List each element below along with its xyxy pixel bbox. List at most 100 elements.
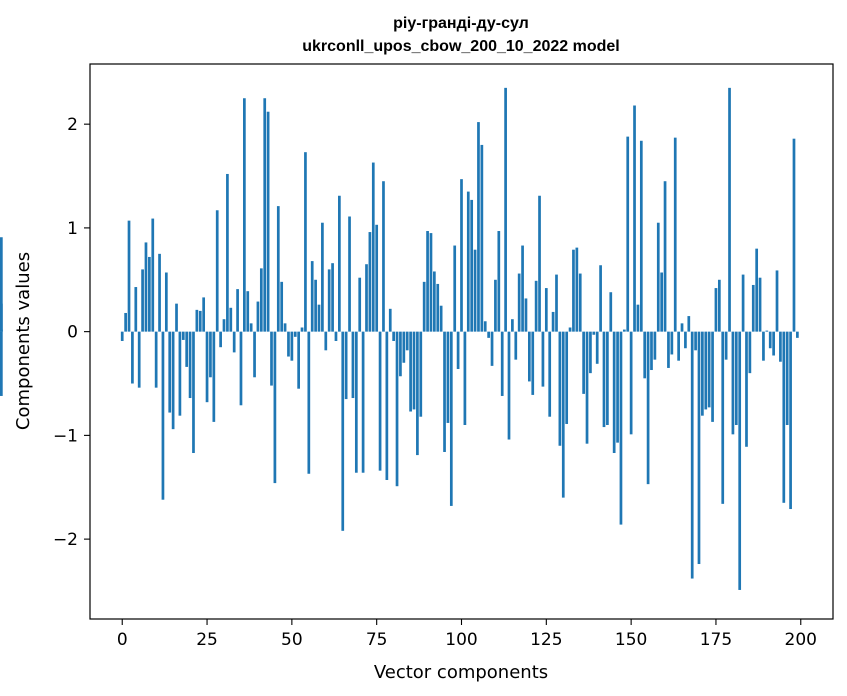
bar-67 (348, 216, 351, 332)
bar-39 (253, 331, 256, 378)
bar-199 (796, 331, 799, 338)
bar-3 (131, 331, 134, 384)
bar-158 (656, 222, 660, 332)
bar-69 (354, 331, 358, 473)
bar-99 (456, 331, 460, 369)
bar-49 (287, 331, 290, 357)
bar-182 (738, 331, 742, 590)
x-tick-label: 50 (281, 630, 303, 650)
bar-37 (246, 291, 250, 332)
bar-184 (745, 331, 748, 447)
x-axis-label: Vector components (374, 662, 548, 683)
bar-181 (734, 331, 738, 425)
bar-143 (606, 331, 609, 425)
bar-76 (378, 331, 382, 471)
bar-100 (460, 179, 463, 332)
bar-6 (141, 269, 144, 332)
bar-51 (293, 331, 297, 337)
bar-80 (392, 331, 395, 341)
bar-156 (650, 331, 653, 371)
bar-106 (480, 144, 484, 332)
bar-173 (707, 331, 711, 408)
y-tick-label: −2 (53, 530, 78, 550)
bar-43 (266, 111, 270, 332)
bar-15 (171, 331, 175, 430)
x-axis-ticks: 0 25 50 75 100 125 150 175 200 (117, 619, 817, 650)
bar-175 (714, 288, 718, 332)
bar-26 (209, 331, 212, 378)
bar-40 (256, 301, 260, 332)
bar-123 (538, 195, 541, 332)
x-tick-label: 175 (700, 630, 732, 650)
bar-30 (222, 319, 226, 332)
bar-31 (226, 173, 229, 332)
bar-85 (409, 331, 412, 412)
bar-174 (711, 331, 714, 422)
bar-undefined (0, 237, 3, 332)
bar-4 (134, 287, 138, 332)
x-tick-label: 125 (530, 630, 562, 650)
bar-198 (792, 138, 796, 332)
bar-149 (626, 136, 630, 332)
bar-52 (297, 331, 300, 389)
bar-133 (572, 249, 575, 332)
bar-64 (338, 195, 341, 332)
bar-24 (202, 297, 206, 332)
bar-176 (717, 279, 721, 332)
bar-180 (731, 331, 735, 435)
bar-83 (402, 331, 406, 363)
bar-27 (212, 331, 216, 422)
bar-90 (426, 231, 429, 332)
bar-163 (673, 137, 677, 332)
bar-108 (487, 331, 490, 338)
bar-88 (419, 331, 423, 417)
bar-168 (690, 331, 694, 579)
bar-38 (249, 323, 253, 332)
bar-144 (609, 292, 613, 332)
bar-159 (660, 272, 664, 332)
bar-79 (388, 308, 392, 332)
bar-136 (582, 331, 585, 394)
bar-120 (528, 331, 531, 382)
bar-167 (687, 316, 691, 332)
bar-77 (382, 181, 385, 332)
bar-103 (470, 199, 474, 332)
bar-197 (789, 331, 792, 510)
bar-116 (514, 331, 518, 360)
bar-42 (263, 98, 267, 332)
bar-71 (361, 331, 365, 473)
bar-118 (521, 245, 524, 332)
bar-164 (677, 331, 680, 361)
bar-48 (283, 323, 287, 332)
chart-title-line-2: ukrconll_upos_cbow_200_10_2022 model (302, 38, 619, 55)
bar-5 (137, 331, 141, 388)
x-tick-label: 200 (785, 630, 817, 650)
bar-20 (188, 331, 192, 399)
bar-187 (755, 248, 759, 332)
bar-122 (534, 280, 538, 332)
bar-107 (483, 321, 487, 332)
bar-137 (585, 331, 589, 444)
bar-87 (416, 331, 419, 456)
bar-undefined (0, 331, 3, 396)
bar-186 (751, 284, 755, 332)
bar-81 (395, 331, 399, 487)
bar-56 (310, 261, 314, 332)
bar-44 (270, 331, 273, 386)
bar-35 (239, 331, 243, 406)
bar-25 (205, 331, 209, 403)
bar-55 (307, 331, 311, 474)
bar-60 (324, 331, 328, 351)
bar-33 (232, 331, 236, 353)
bar-73 (368, 232, 372, 332)
bar-169 (694, 331, 697, 351)
bar-127 (551, 311, 555, 332)
chart-title: ріу-гранді-ду-сул ukrconll_upos_cbow_200… (302, 15, 619, 55)
bar-142 (602, 331, 606, 428)
bar-50 (290, 331, 294, 361)
bar-172 (704, 331, 708, 410)
bar-84 (405, 331, 409, 351)
bar-155 (646, 331, 650, 485)
bar-10 (154, 331, 158, 388)
